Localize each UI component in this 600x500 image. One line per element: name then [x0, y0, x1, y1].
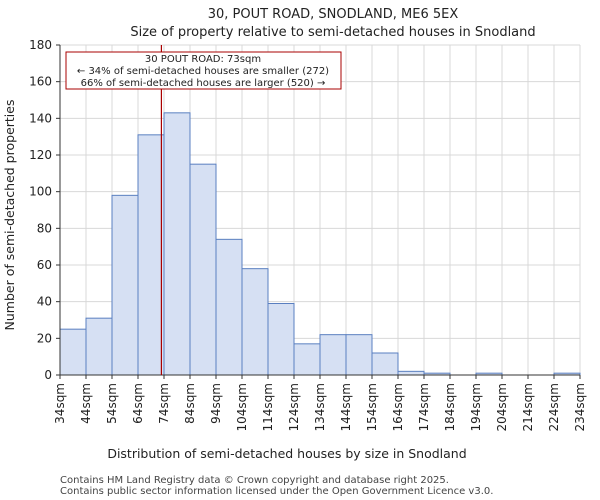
y-tick-label: 60 — [37, 258, 52, 272]
x-tick-label: 154sqm — [365, 383, 379, 431]
histogram-bar — [111, 194, 139, 376]
histogram-bar — [189, 163, 217, 376]
annotation-smaller: ← 34% of semi-detached houses are smalle… — [77, 66, 329, 77]
histogram-bar — [137, 134, 165, 376]
x-tick-label: 144sqm — [339, 383, 353, 431]
x-tick-label: 184sqm — [443, 383, 457, 431]
x-tick-label: 194sqm — [469, 383, 483, 431]
histogram-bar — [163, 112, 191, 376]
y-tick-labels: 0 20 40 60 80 100 120 140 160 180 — [29, 38, 60, 382]
histogram-bar — [319, 334, 347, 376]
y-tick-label: 140 — [29, 111, 52, 125]
x-tick-label: 64sqm — [131, 383, 145, 424]
x-tick-label: 204sqm — [495, 383, 509, 431]
x-axis-label: Distribution of semi-detached houses by … — [107, 446, 466, 461]
y-tick-label: 80 — [37, 221, 52, 235]
bars — [59, 112, 581, 376]
histogram-bar — [371, 352, 399, 376]
y-axis-label: Number of semi-detached properties — [2, 100, 17, 331]
x-tick-label: 84sqm — [183, 383, 197, 424]
footer-line-2: Contains public sector information licen… — [60, 486, 493, 497]
chart-subtitle: Size of property relative to semi-detach… — [130, 25, 535, 40]
y-tick-label: 40 — [37, 295, 52, 309]
histogram-bar — [345, 334, 373, 376]
annotation-box: 30 POUT ROAD: 73sqm ← 34% of semi-detach… — [65, 51, 342, 90]
x-tick-label: 164sqm — [391, 383, 405, 431]
histogram-bar — [397, 370, 425, 376]
y-tick-label: 160 — [29, 75, 52, 89]
x-tick-label: 124sqm — [287, 383, 301, 431]
x-tick-label: 234sqm — [573, 383, 587, 431]
x-tick-label: 134sqm — [313, 383, 327, 431]
x-tick-label: 104sqm — [235, 383, 249, 431]
x-tick-label: 44sqm — [79, 383, 93, 424]
x-tick-label: 224sqm — [547, 383, 561, 431]
y-tick-label: 180 — [29, 38, 52, 52]
annotation-title: 30 POUT ROAD: 73sqm — [145, 54, 261, 65]
chart-title: 30, POUT ROAD, SNODLAND, ME6 5EX — [208, 7, 459, 22]
x-tick-label: 74sqm — [157, 383, 171, 424]
histogram-bar — [267, 303, 295, 376]
x-tick-label: 54sqm — [105, 383, 119, 424]
y-tick-label: 100 — [29, 185, 52, 199]
histogram-bar — [293, 343, 321, 376]
x-tick-label: 94sqm — [209, 383, 223, 424]
x-tick-labels: 34sqm 44sqm 54sqm 64sqm 74sqm 84sqm 94sqm 104sq… — [53, 375, 587, 431]
histogram-bar — [59, 328, 87, 376]
x-tick-label: 214sqm — [521, 383, 535, 431]
histogram-bar — [215, 238, 243, 376]
x-tick-label: 174sqm — [417, 383, 431, 431]
x-tick-label: 34sqm — [53, 383, 67, 424]
x-tick-label: 114sqm — [261, 383, 275, 431]
annotation-larger: 66% of semi-detached houses are larger (… — [81, 78, 326, 89]
y-tick-label: 120 — [29, 148, 52, 162]
annotation-frame — [65, 51, 342, 90]
y-tick-label: 0 — [44, 368, 52, 382]
footer-line-1: Contains HM Land Registry data © Crown c… — [60, 475, 449, 486]
histogram-bar — [241, 268, 269, 376]
histogram-bar — [85, 317, 113, 376]
y-tick-label: 20 — [37, 331, 52, 345]
